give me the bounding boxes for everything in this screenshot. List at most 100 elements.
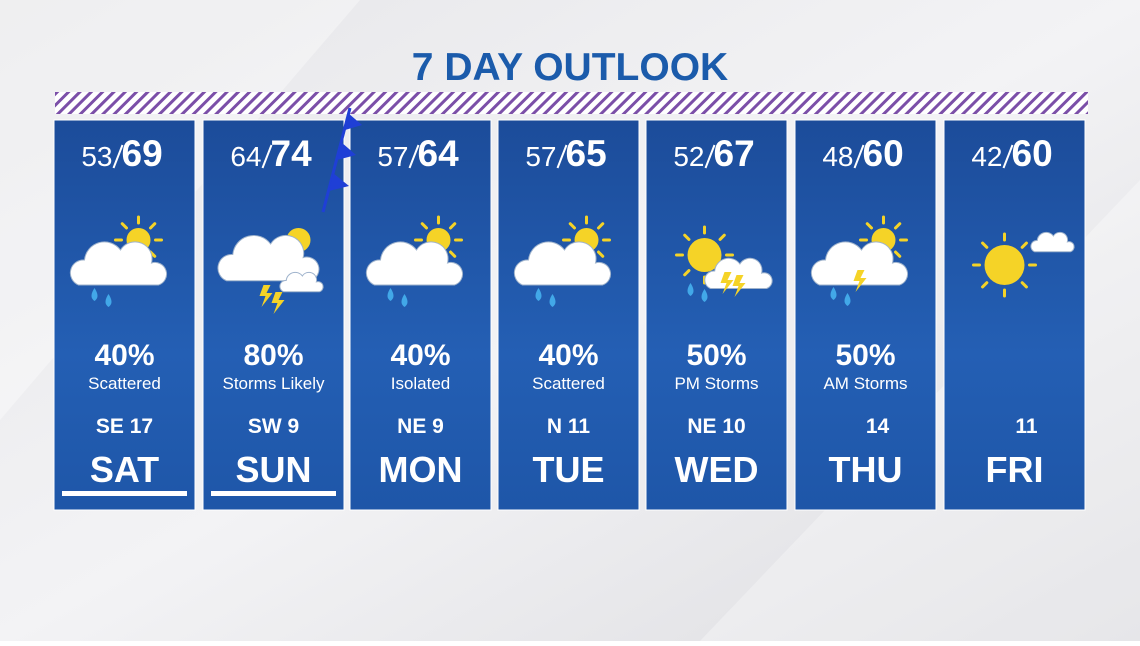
cloud	[217, 234, 320, 282]
rain-drop	[549, 294, 556, 307]
wind: 11	[1015, 415, 1038, 438]
low-temp: 64	[230, 141, 261, 172]
temp-slash	[261, 144, 273, 169]
temp-slash	[408, 144, 420, 169]
wind: SE 17	[96, 415, 153, 438]
sun-ray	[1020, 241, 1028, 249]
precip-description: Isolated	[391, 374, 451, 393]
day-panel	[794, 119, 937, 511]
cold-front	[321, 107, 362, 213]
low-temp: 48	[822, 141, 853, 172]
day-underline	[211, 491, 336, 496]
precip-chance: 50%	[686, 339, 746, 372]
cloud	[279, 271, 324, 293]
sun-ray	[449, 222, 457, 230]
high-temp: 67	[714, 133, 755, 174]
lightning	[720, 272, 734, 294]
lightning	[271, 292, 285, 314]
sun-ray	[420, 222, 428, 230]
wind: NE 9	[397, 415, 444, 438]
high-temp: 60	[1012, 133, 1053, 174]
day-name: SUN	[235, 449, 311, 490]
day-panel	[349, 119, 492, 511]
sun-ray	[718, 233, 726, 241]
sun-ray	[568, 222, 576, 230]
rain-drop	[701, 289, 708, 302]
sun-ray	[120, 222, 128, 230]
precip-chance: 40%	[390, 339, 450, 372]
rain-drop	[105, 294, 112, 307]
sun	[984, 245, 1025, 285]
day-panel	[645, 119, 788, 511]
high-temp: 60	[863, 133, 904, 174]
sun-ray	[894, 250, 902, 258]
hatch-bar	[55, 92, 1088, 114]
temp-slash	[112, 144, 124, 169]
precip-description: Scattered	[532, 374, 605, 393]
low-temp: 42	[971, 141, 1002, 172]
lightning	[259, 285, 273, 307]
sun-ray	[149, 222, 157, 230]
day-name: WED	[675, 449, 759, 490]
temp-slash	[853, 144, 865, 169]
lightning	[732, 275, 746, 297]
sun-ray	[981, 281, 989, 289]
wind: SW 9	[248, 415, 299, 438]
sun-ray	[597, 222, 605, 230]
precip-description: PM Storms	[674, 374, 758, 393]
rain-drop	[91, 288, 98, 301]
low-temp: 57	[377, 141, 408, 172]
panels: 53 69 40% Scattered SE 17 SAT 64 74 80% Storms Li…	[53, 119, 1086, 511]
day-underline	[62, 491, 187, 496]
wind: NE 10	[687, 415, 745, 438]
sun	[687, 238, 722, 272]
precip-description: Storms Likely	[222, 374, 325, 393]
wind: 14	[866, 415, 890, 438]
high-temp: 65	[566, 133, 607, 174]
temp-slash	[1002, 144, 1014, 169]
precip-chance: 40%	[94, 339, 154, 372]
day-name: TUE	[533, 449, 605, 490]
sun-ray	[865, 222, 873, 230]
precip-description: Scattered	[88, 374, 161, 393]
temp-slash	[556, 144, 568, 169]
precip-chance: 80%	[243, 339, 303, 372]
rain-drop	[830, 287, 837, 300]
sun-ray	[1020, 281, 1028, 289]
rain-drop	[535, 288, 542, 301]
day-name: SAT	[90, 449, 159, 490]
sun-ray	[894, 222, 902, 230]
sun-ray	[683, 233, 691, 241]
cloud	[69, 241, 168, 286]
high-temp: 64	[418, 133, 460, 174]
high-temp: 69	[122, 133, 163, 174]
low-temp: 57	[525, 141, 556, 172]
precip-description: AM Storms	[823, 374, 907, 393]
sun-ray	[449, 250, 457, 258]
cloud	[513, 241, 612, 286]
cloud	[365, 241, 464, 286]
rain-drop	[401, 294, 408, 307]
day-name: THU	[829, 449, 903, 490]
rain-drop	[844, 293, 851, 306]
sun-ray	[597, 250, 605, 258]
title: 7 DAY OUTLOOK	[412, 46, 728, 89]
wind: N 11	[547, 415, 591, 438]
low-temp: 53	[81, 141, 112, 172]
high-temp: 74	[271, 133, 313, 174]
day-panel	[497, 119, 640, 511]
rain-drop	[687, 283, 694, 296]
day-name: MON	[379, 449, 463, 490]
sun-ray	[981, 241, 989, 249]
cloud	[1030, 231, 1075, 253]
precip-chance: 40%	[538, 339, 598, 372]
day-panel	[53, 119, 196, 511]
day-panel	[943, 119, 1086, 511]
cloud	[810, 241, 909, 286]
lightning	[853, 270, 867, 292]
day-name: FRI	[986, 449, 1044, 490]
sun-ray	[683, 269, 691, 277]
low-temp: 52	[673, 141, 704, 172]
